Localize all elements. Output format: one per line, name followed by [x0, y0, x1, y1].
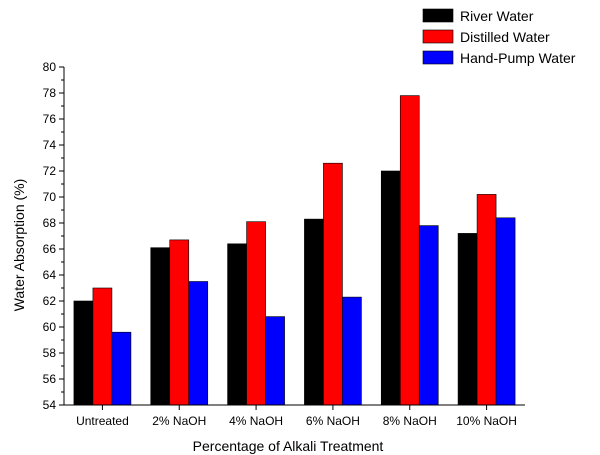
y-tick-label: 56 [43, 372, 57, 386]
y-tick-label: 54 [43, 398, 57, 412]
y-tick-label: 76 [43, 112, 57, 126]
x-tick-label: 6% NaOH [306, 414, 360, 428]
legend: River Water Distilled Water Hand-Pump Wate… [422, 8, 576, 66]
legend-label: Hand-Pump Water [460, 50, 576, 66]
x-tick-label: 8% NaOH [383, 414, 437, 428]
x-tick-label: 4% NaOH [229, 414, 283, 428]
y-tick-label: 64 [43, 268, 57, 282]
axes: Untreated 2% NaOH 4% NaOH 6% NaOH 8% NaOH 10%… [43, 60, 525, 428]
bar-hand-pump-water-2 [265, 316, 285, 406]
y-tick-label: 60 [43, 320, 57, 334]
y-tick-label: 70 [43, 190, 57, 204]
legend-label: Distilled Water [460, 29, 550, 45]
bar-distilled-water-4 [399, 95, 420, 406]
legend-swatch [422, 29, 454, 44]
legend-swatch [422, 50, 454, 65]
x-tick-label: Untreated [76, 414, 129, 428]
y-tick-label: 78 [43, 86, 57, 100]
bar-hand-pump-water-5 [495, 217, 516, 406]
bar-hand-pump-water-4 [418, 225, 439, 406]
x-tick-label: 2% NaOH [152, 414, 206, 428]
bars [73, 95, 516, 406]
bar-hand-pump-water-0 [111, 331, 132, 406]
bar-river-water-2 [227, 243, 247, 406]
bar-distilled-water-3 [323, 162, 343, 406]
bar-hand-pump-water-3 [342, 296, 362, 406]
legend-swatch [422, 8, 454, 23]
y-axis-title: Water Absorption (%) [11, 179, 27, 312]
legend-label: River Water [460, 8, 534, 24]
y-tick-label: 72 [43, 164, 57, 178]
bar-distilled-water-5 [476, 194, 497, 406]
y-tick-label: 68 [43, 216, 57, 230]
y-tick-label: 74 [43, 138, 57, 152]
y-tick-label: 58 [43, 346, 57, 360]
bar-river-water-0 [73, 300, 94, 406]
bar-river-water-5 [457, 233, 478, 406]
y-tick-label: 80 [43, 60, 57, 74]
bar-distilled-water-0 [92, 287, 113, 406]
bar-distilled-water-2 [246, 221, 266, 406]
y-tick-label: 66 [43, 242, 57, 256]
y-tick-label: 62 [43, 294, 57, 308]
bar-river-water-3 [304, 218, 324, 406]
bar-distilled-water-1 [169, 239, 190, 406]
bar-river-water-4 [380, 170, 401, 406]
bar-hand-pump-water-1 [188, 281, 209, 406]
bar-river-water-1 [150, 247, 171, 406]
x-axis-title: Percentage of Alkali Treatment [193, 438, 384, 454]
x-tick-label: 10% NaOH [456, 414, 517, 428]
